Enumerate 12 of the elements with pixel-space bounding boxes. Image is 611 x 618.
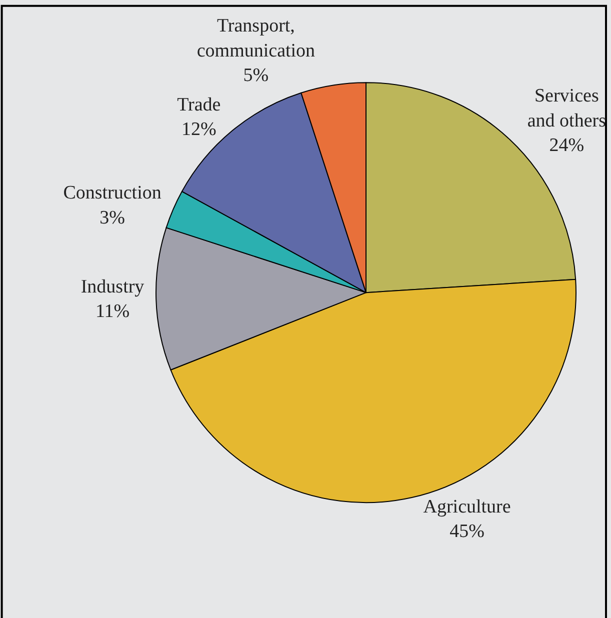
data-label: 11% — [95, 301, 130, 322]
data-label: 24% — [549, 134, 584, 156]
slice-label: Agriculture — [423, 496, 511, 518]
slice-label: Construction — [63, 182, 162, 204]
slice-label: Transport, communication — [196, 16, 316, 62]
data-label: 5% — [243, 65, 269, 86]
slice-label: Industry — [80, 276, 145, 298]
data-label: 3% — [100, 207, 126, 228]
slice-label: Trade — [177, 94, 221, 116]
data-label: 12% — [181, 119, 216, 140]
slice-label: Services and others — [527, 86, 606, 132]
data-label: 45% — [450, 521, 485, 542]
